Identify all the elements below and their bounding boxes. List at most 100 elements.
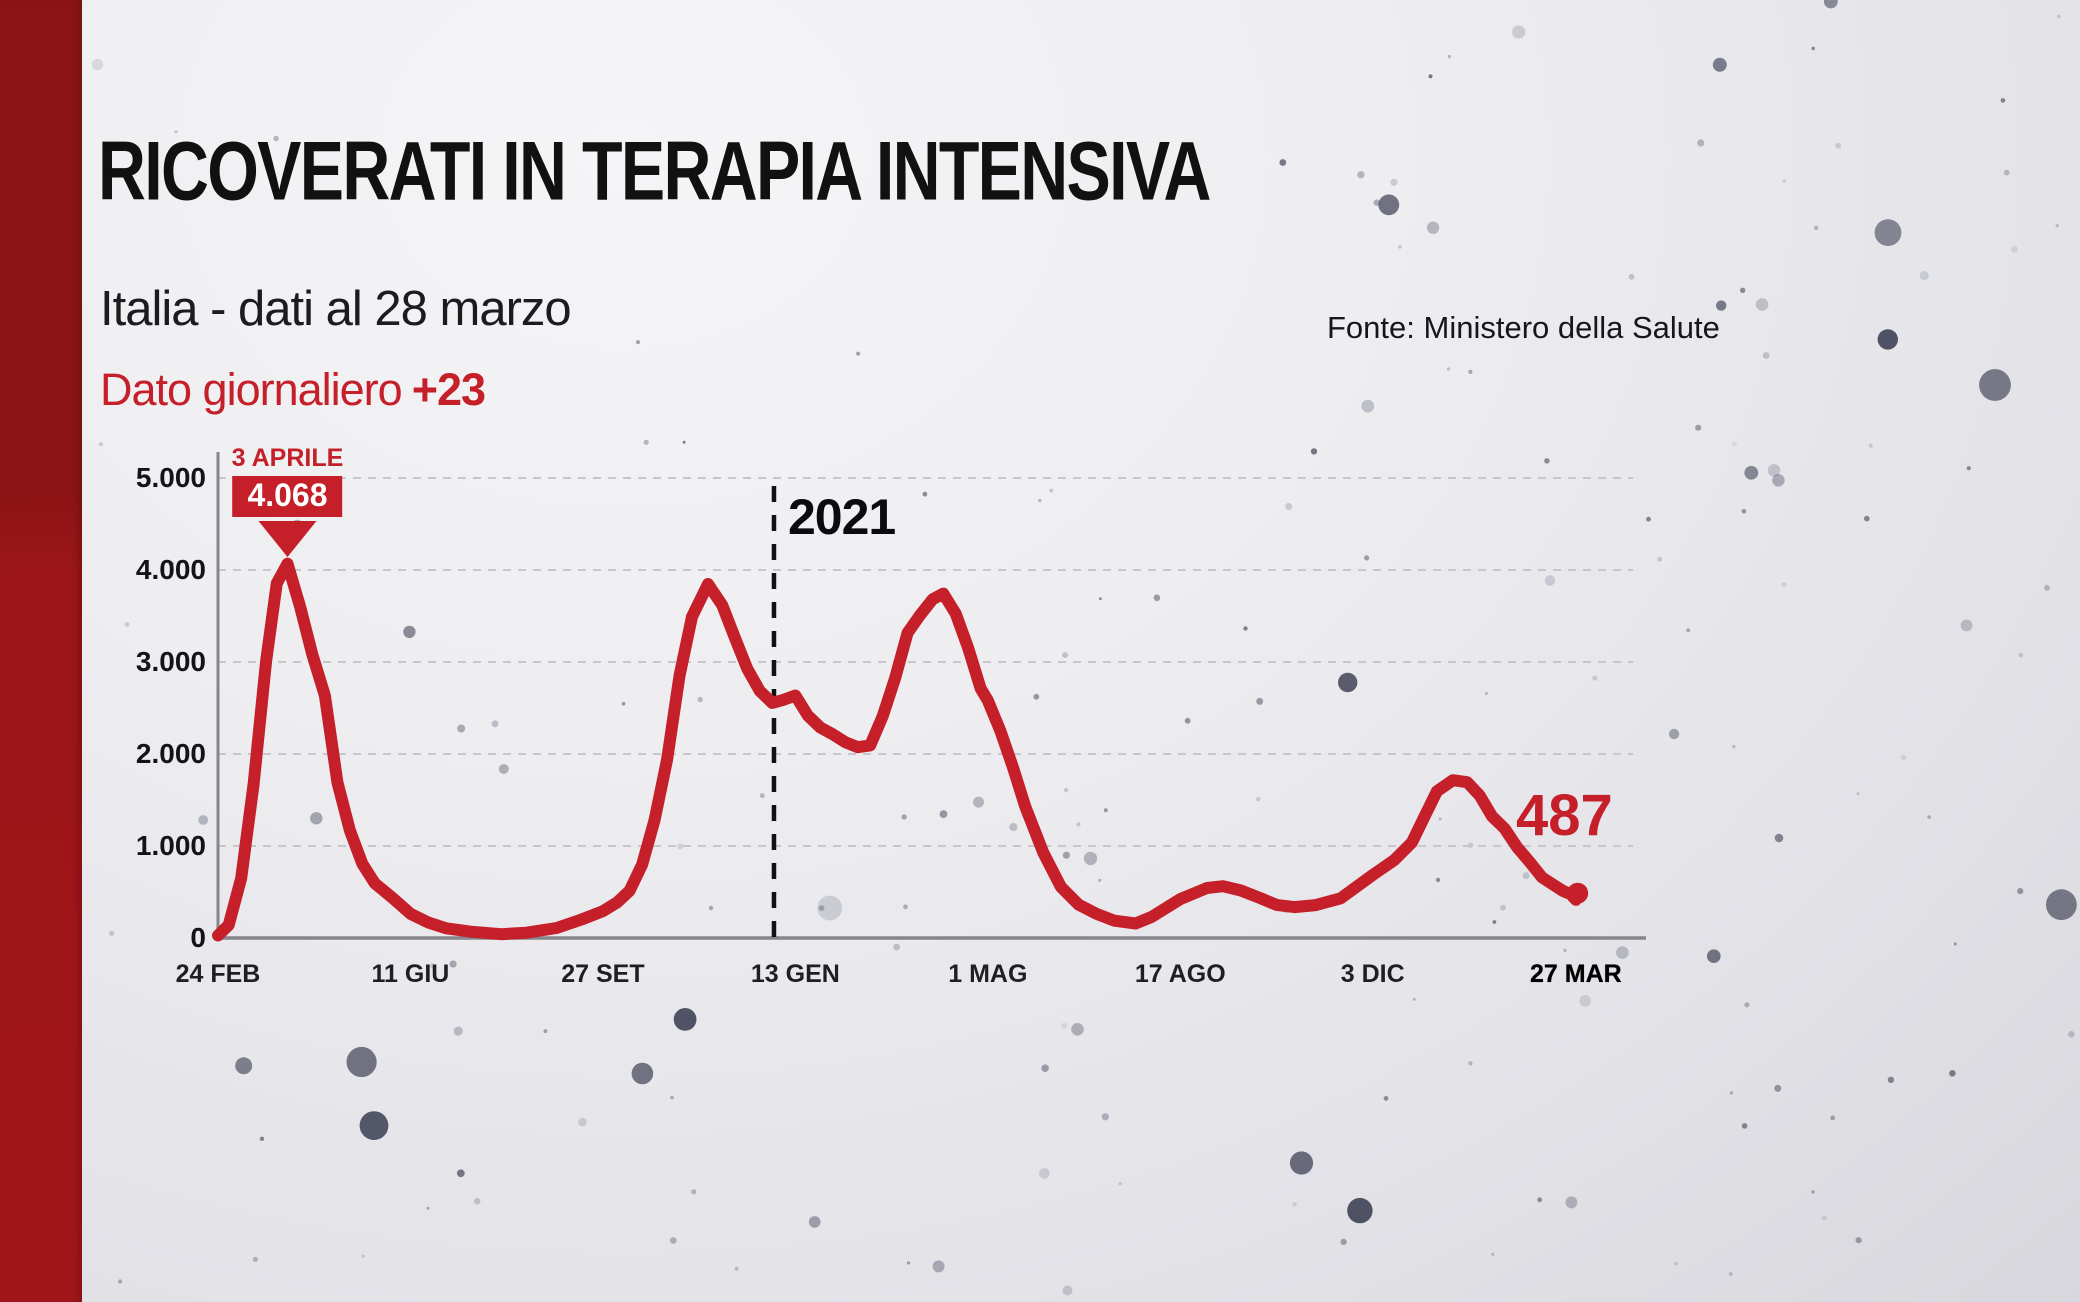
daily-label: Dato giornaliero — [100, 364, 403, 415]
speckle-dot — [1731, 441, 1737, 447]
daily-figure: Dato giornaliero +23 — [100, 364, 486, 416]
speckle-dot — [1426, 221, 1440, 234]
daily-value: +23 — [411, 364, 486, 415]
chart-subtitle: Italia - dati al 28 marzo — [100, 282, 572, 336]
speckle-dot — [1340, 1238, 1347, 1245]
speckle-dot — [1347, 1197, 1373, 1224]
speckle-dot — [361, 1254, 365, 1258]
speckle-dot — [474, 1198, 481, 1205]
y-tick-label: 3.000 — [135, 646, 206, 677]
speckle-dot — [673, 1008, 697, 1031]
speckle-dot — [973, 796, 984, 808]
x-tick-label: 27 MAR — [1530, 960, 1622, 988]
series-line — [212, 557, 1584, 942]
speckle-dot — [2057, 14, 2061, 19]
speckle-dot — [1285, 502, 1293, 511]
speckle-dot — [1098, 878, 1102, 882]
speckle-dot — [621, 702, 626, 706]
speckle-dot — [1755, 298, 1769, 311]
speckle-dot — [906, 1261, 911, 1265]
speckle-dot — [1062, 1285, 1073, 1296]
latest-value-label: 487 — [1516, 783, 1613, 848]
speckle-dot — [273, 135, 279, 142]
speckle-dot — [1774, 833, 1784, 843]
speckle-dot — [426, 1206, 430, 1210]
speckle-dot — [429, 963, 436, 969]
speckle-dot — [578, 1117, 587, 1127]
speckle-dot — [669, 1237, 677, 1244]
speckle-dot — [1083, 851, 1098, 866]
speckle-dot — [817, 895, 843, 921]
speckle-dot — [1668, 728, 1680, 740]
speckle-dot — [168, 561, 174, 567]
speckle-dot — [1565, 1196, 1578, 1209]
x-tick-label: 17 AGO — [1134, 960, 1226, 988]
speckle-dot — [1390, 178, 1398, 186]
speckle-dot — [1071, 1023, 1084, 1036]
speckle-dot — [631, 1062, 654, 1085]
speckle-dot — [1544, 575, 1556, 586]
speckle-dot — [1887, 1076, 1895, 1084]
x-tick-label: 13 GEN — [750, 960, 840, 988]
peak-annotation: 3 APRILE 4.068 — [231, 444, 344, 518]
speckle-dot — [1960, 619, 1973, 632]
speckle-dot — [1877, 329, 1899, 350]
speckle-dot — [1772, 474, 1785, 487]
speckle-dot — [403, 625, 416, 639]
speckle-dot — [1373, 199, 1381, 206]
speckle-dot — [1243, 626, 1248, 631]
speckle-dot — [2055, 224, 2059, 228]
speckle-dot — [1616, 946, 1629, 959]
speckle-dot — [1811, 1190, 1815, 1194]
speckle-dot — [2018, 652, 2024, 658]
speckle-dot — [1537, 1197, 1543, 1203]
speckle-dot — [1435, 877, 1441, 883]
speckle-dot — [1966, 466, 1971, 471]
speckle-dot — [1378, 194, 1400, 216]
speckle-dot — [118, 1279, 123, 1284]
speckle-dot — [1447, 54, 1452, 59]
speckle-dot — [1500, 904, 1506, 911]
speckle-dot — [856, 351, 861, 356]
speckle-dot — [1049, 488, 1054, 493]
speckle-dot — [808, 1216, 821, 1228]
speckle-dot — [903, 904, 908, 910]
speckle-dot — [235, 1057, 253, 1075]
speckle-dot — [498, 764, 509, 774]
chart-title: RICOVERATI IN TERAPIA INTENSIVA — [98, 123, 1211, 218]
x-tick-label: 1 MAG — [948, 960, 1028, 988]
speckle-dot — [1103, 808, 1108, 813]
x-tick-label: 3 DIC — [1340, 960, 1405, 988]
speckle-dot — [682, 440, 686, 444]
speckle-dot — [734, 1266, 739, 1271]
speckle-dot — [346, 1046, 377, 1078]
x-tick-label: 24 FEB — [175, 960, 261, 988]
peak-date-label: 3 APRILE — [231, 444, 344, 472]
peak-value-badge: 4.068 — [232, 476, 343, 518]
speckle-dot — [1041, 1064, 1049, 1072]
speckle-dot — [1674, 1261, 1678, 1266]
speckle-dot — [1563, 948, 1567, 953]
speckle-dot — [1855, 1237, 1862, 1244]
speckle-dot — [635, 340, 641, 345]
speckle-dot — [643, 439, 649, 445]
speckle-dot — [1184, 717, 1191, 724]
speckle-dot — [1364, 555, 1370, 561]
speckle-dot — [310, 812, 323, 825]
speckle-dot — [1874, 219, 1902, 247]
source-label: Fonte: Ministero della Salute — [1327, 310, 1720, 345]
speckle-dot — [456, 1169, 465, 1178]
speckle-dot — [1695, 424, 1702, 431]
peak-marker-triangle — [258, 521, 317, 557]
y-tick-label: 4.000 — [135, 554, 206, 585]
speckle-dot — [1383, 1096, 1389, 1101]
speckle-dot — [901, 814, 907, 820]
speckle-dot — [2000, 98, 2006, 103]
speckle-dot — [1256, 697, 1264, 705]
speckle-dot — [1289, 1151, 1314, 1175]
speckle-dot — [198, 815, 209, 825]
speckle-dot — [670, 1095, 674, 1100]
speckle-dot — [91, 58, 104, 71]
speckle-dot — [1357, 171, 1365, 179]
speckle-dot — [1782, 179, 1786, 183]
